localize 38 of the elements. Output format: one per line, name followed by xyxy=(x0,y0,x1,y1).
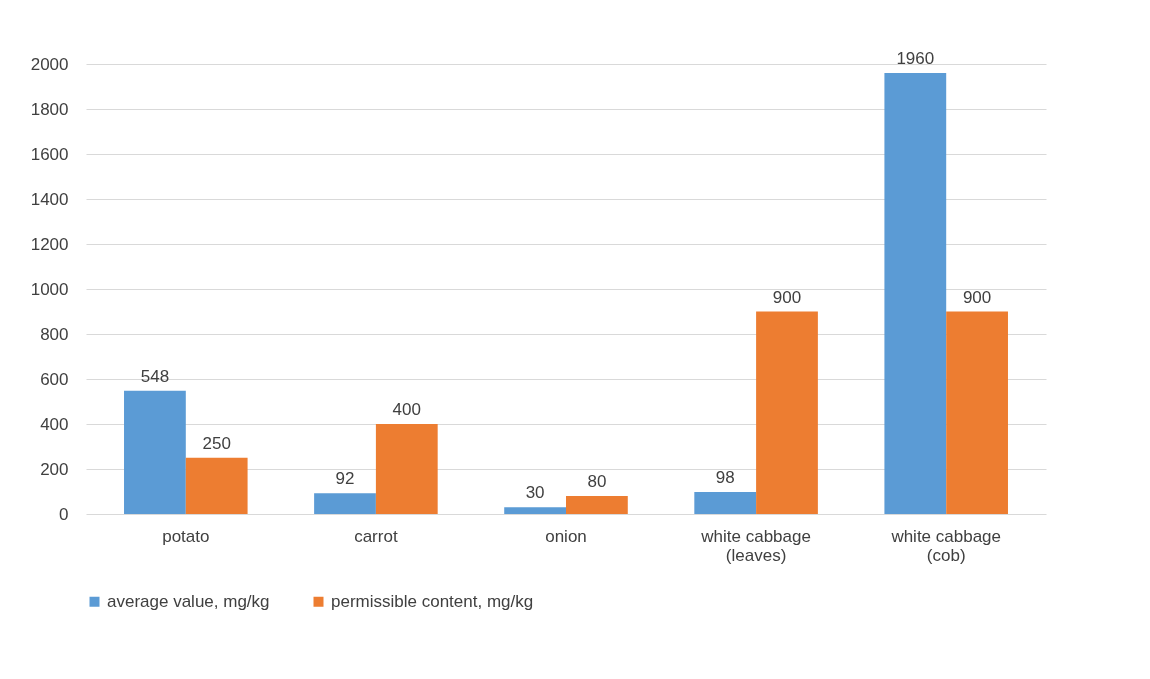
data-label: 400 xyxy=(392,400,421,419)
bar xyxy=(314,493,376,514)
data-label: 250 xyxy=(202,433,231,453)
data-label: 98 xyxy=(715,467,735,487)
y-tick-label: 1800 xyxy=(30,99,69,119)
data-label: 548 xyxy=(140,366,170,386)
data-label: 900 xyxy=(772,287,802,307)
bar xyxy=(124,390,186,514)
y-tick-label: 2000 xyxy=(30,54,69,74)
y-tick-label: 0 xyxy=(59,504,69,524)
data-label: 1960 xyxy=(896,49,935,68)
x-tick-label: onion xyxy=(545,526,587,546)
x-tick-label: potato xyxy=(162,526,210,546)
y-tick-label: 600 xyxy=(40,369,69,389)
bar xyxy=(884,73,947,514)
bar xyxy=(185,457,248,514)
y-tick-label: 1400 xyxy=(30,189,69,209)
bar xyxy=(756,311,818,514)
y-tick-label: 1200 xyxy=(30,234,69,254)
y-tick-label: 400 xyxy=(40,414,69,434)
data-label: 30 xyxy=(525,483,545,503)
y-tick-label: 800 xyxy=(40,324,69,344)
legend-label: average value, mg/kg xyxy=(107,591,270,611)
x-tick-label: white cabbage (leaves) xyxy=(700,526,811,565)
bar xyxy=(375,424,438,514)
y-tick-label: 1000 xyxy=(30,279,69,299)
y-tick-label: 1600 xyxy=(30,144,69,164)
bar xyxy=(946,311,1008,514)
x-tick-label: white cabbage (cob) xyxy=(890,526,1002,565)
bar xyxy=(694,491,757,514)
bar xyxy=(504,507,566,514)
x-tick-label: carrot xyxy=(354,526,398,546)
data-label: 900 xyxy=(962,287,992,307)
data-label: 92 xyxy=(335,469,355,489)
y-tick-label: 200 xyxy=(40,459,69,479)
bar xyxy=(566,496,628,514)
legend-label: permissible content, mg/kg xyxy=(331,591,534,611)
data-label: 80 xyxy=(587,472,607,491)
